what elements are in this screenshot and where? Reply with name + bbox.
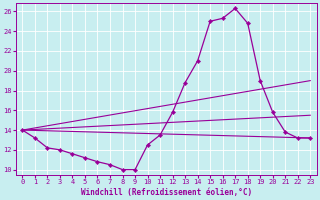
X-axis label: Windchill (Refroidissement éolien,°C): Windchill (Refroidissement éolien,°C) (81, 188, 252, 197)
